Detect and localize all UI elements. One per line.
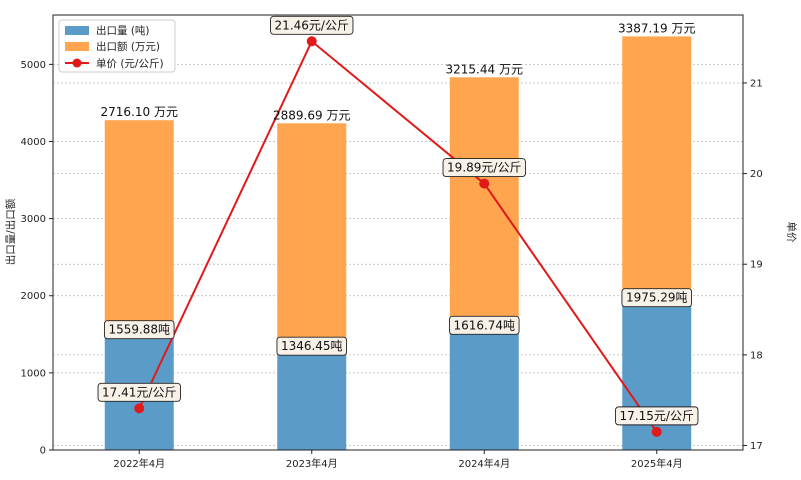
bar-volume-label-group: 1975.29吨 [621, 288, 693, 308]
price-label: 17.15元/公斤 [620, 409, 694, 423]
bar-volume-label-box [276, 336, 348, 356]
y2-tick-label: 18 [750, 350, 763, 361]
y2-tick-label: 21 [750, 78, 763, 89]
bar-value-label: 2889.69 万元 [273, 108, 350, 122]
price-label: 17.41元/公斤 [102, 385, 176, 399]
bar-volume-label-group: 1559.88吨 [103, 320, 175, 340]
line-layer [134, 36, 662, 437]
bar-volume-label-box [621, 288, 693, 308]
price-marker [134, 403, 145, 414]
y2-tick-label: 17 [750, 441, 763, 452]
grid-layer [53, 63, 743, 446]
legend-swatch-value [65, 42, 89, 51]
bar-value-label: 2716.10 万元 [101, 105, 178, 119]
bar-value [277, 123, 347, 347]
y-tick-label: 1000 [21, 368, 46, 379]
bar-value-label: 3387.19 万元 [618, 21, 695, 35]
price-label-group: 19.89元/公斤 [442, 158, 526, 178]
legend: 出口量 (吨) 出口额 (万元) 单价 (元/公斤) [58, 19, 176, 73]
price-label-box [615, 406, 699, 426]
y2-tick-label: 19 [750, 260, 763, 271]
y-tick-label: 5000 [21, 60, 46, 71]
price-marker [479, 178, 490, 189]
bar-volume-label-group: 1346.45吨 [276, 336, 348, 356]
bar-volume-label: 1616.74吨 [453, 318, 515, 332]
price-label: 19.89元/公斤 [447, 161, 521, 175]
legend-swatch-price-marker [72, 58, 82, 68]
bar-volume-label-box [448, 315, 520, 335]
y-tick-label: 3000 [21, 214, 46, 225]
bar-volume-label: 1975.29吨 [626, 291, 688, 305]
price-label-box [270, 15, 354, 35]
x-tick-label: 2024年4月 [458, 457, 510, 470]
bar-volume-label: 1559.88吨 [108, 323, 170, 337]
legend-label-value: 出口额 (万元) [96, 40, 160, 53]
bar-volume [277, 346, 347, 450]
bar-value [449, 77, 519, 326]
price-label-box [97, 382, 181, 402]
x-tick-label: 2022年4月 [113, 457, 165, 470]
x-tick-label: 2023年4月 [286, 457, 338, 470]
y-axis-title: 出口量/出口额 [4, 198, 17, 265]
bar-value [622, 36, 692, 298]
bar-layer [104, 36, 692, 450]
axis-layer: 0 1000 2000 3000 4000 5000 17 18 19 20 21 2022年4月 20… [21, 60, 763, 470]
label-layer: 2716.10 万元 2889.69 万元 3215.44 万元 3387.19 万元… [97, 15, 699, 426]
price-label: 21.46元/公斤 [275, 18, 349, 32]
price-label-group: 21.46元/公斤 [270, 15, 354, 35]
price-label-group: 17.15元/公斤 [615, 406, 699, 426]
y2-axis-title: 单价 [785, 222, 797, 243]
legend-label-volume: 出口量 (吨) [96, 24, 150, 37]
bar-volume-label-group: 1616.74吨 [448, 315, 520, 335]
y2-tick-label: 20 [750, 169, 763, 180]
y-tick-label: 2000 [21, 291, 46, 302]
bar-value-label: 3215.44 万元 [446, 62, 523, 76]
price-line [138, 39, 658, 433]
price-marker [306, 36, 317, 47]
legend-label-price: 单价 (元/公斤) [96, 58, 164, 70]
legend-swatch-volume [65, 26, 89, 35]
bar-value [104, 120, 174, 330]
bar-volume-label-box [103, 320, 175, 340]
price-label-group: 17.41元/公斤 [97, 382, 181, 402]
y-tick-label: 4000 [21, 137, 46, 148]
plot-frame [52, 14, 744, 451]
price-label-box [442, 158, 526, 178]
y-tick-label: 0 [40, 446, 46, 457]
x-tick-label: 2025年4月 [631, 457, 683, 470]
price-marker [651, 426, 662, 437]
bar-volume-label: 1346.45吨 [281, 339, 343, 353]
bar-volume [449, 325, 519, 450]
